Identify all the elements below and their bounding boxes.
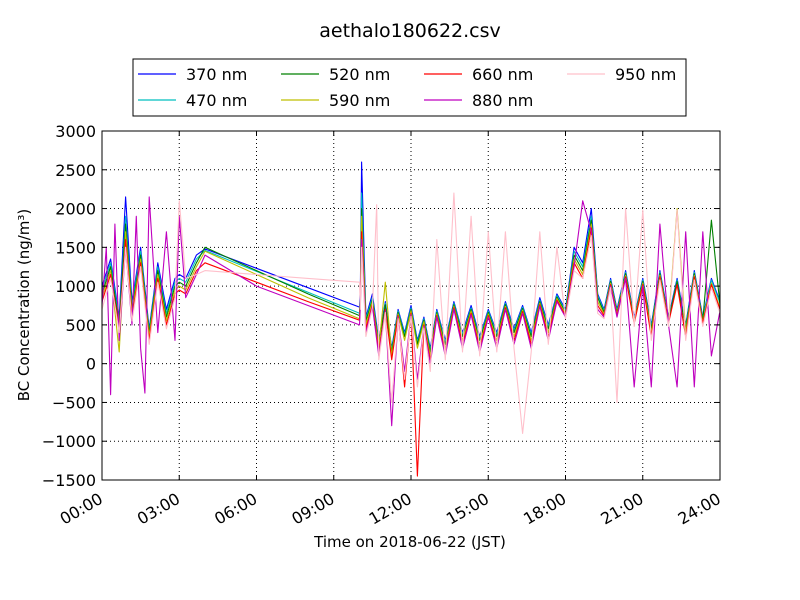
legend-item: 370 nm — [138, 65, 247, 84]
legend-box — [132, 58, 687, 117]
legend-item: 470 nm — [138, 91, 247, 110]
legend-item: 880 nm — [424, 91, 533, 110]
x-tick-label: 00:00 — [57, 489, 106, 529]
x-axis-label: Time on 2018-06-22 (JST) — [313, 533, 506, 551]
y-tick-label: −1500 — [42, 471, 96, 490]
legend-label: 950 nm — [615, 65, 676, 84]
x-tick-label: 06:00 — [211, 489, 260, 529]
y-tick-label: 2000 — [55, 200, 96, 219]
legend-item: 520 nm — [281, 65, 390, 84]
legend-label: 370 nm — [186, 65, 247, 84]
y-tick-label: 2500 — [55, 161, 96, 180]
legend-item: 660 nm — [424, 65, 533, 84]
y-tick-label: 1000 — [55, 277, 96, 296]
chart-title: aethalo180622.csv — [319, 20, 501, 42]
legend-label: 880 nm — [472, 91, 533, 110]
x-tick-label: 15:00 — [443, 489, 492, 529]
x-tick-label: 24:00 — [675, 489, 724, 529]
y-tick-label: −1000 — [42, 432, 96, 451]
y-tick-label: 1500 — [55, 238, 96, 257]
y-axis-label: BC Concentration (ng/m³) — [15, 209, 33, 402]
x-tick-label: 18:00 — [520, 489, 569, 529]
x-tick-label: 12:00 — [366, 489, 415, 529]
y-tick-label: 3000 — [55, 122, 96, 141]
series-line-660-nm — [102, 227, 720, 477]
legend-item: 590 nm — [281, 91, 390, 110]
x-tick-label: 09:00 — [288, 489, 337, 529]
legend: 370 nm 470 nm 520 nm 590 nm 660 nm 880 nm 950 … — [132, 58, 687, 117]
legend-label: 520 nm — [329, 65, 390, 84]
legend-item: 950 nm — [567, 65, 676, 84]
legend-label: 470 nm — [186, 91, 247, 110]
y-tick-label: 500 — [65, 316, 96, 335]
series-line-950-nm — [102, 192, 720, 435]
x-tick-label: 03:00 — [134, 489, 183, 529]
x-tick-label: 21:00 — [597, 489, 646, 529]
legend-label: 590 nm — [329, 91, 390, 110]
y-tick-label: 0 — [86, 355, 96, 374]
legend-label: 660 nm — [472, 65, 533, 84]
y-tick-label: −500 — [52, 393, 96, 412]
